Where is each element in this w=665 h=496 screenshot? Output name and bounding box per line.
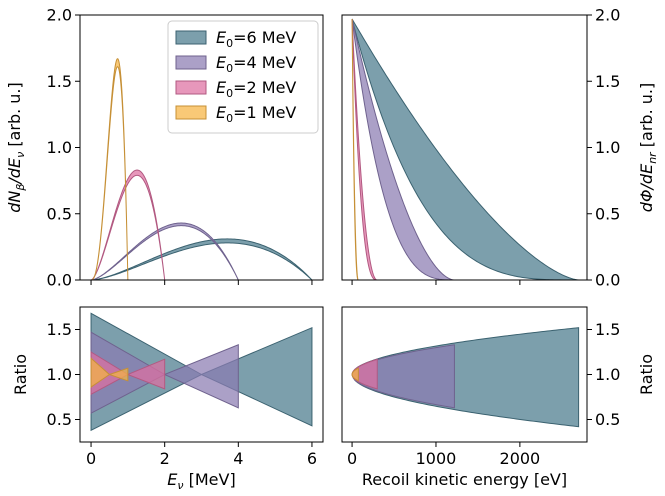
ratio-recoil-ytick-label: 1.5 <box>595 320 620 339</box>
ratio-recoil-xtick-label: 0 <box>347 449 357 468</box>
spectrum-ylabel: dNβ/dEν [arb. u.] <box>5 82 27 212</box>
legend-swatch <box>175 80 207 95</box>
ratio-recoil-band <box>351 367 359 382</box>
recoil-ylabel-part: dΦ/dE <box>637 163 656 212</box>
legend-label-sub: 0 <box>226 112 233 125</box>
spectrum-band-6mev <box>91 238 313 281</box>
spectrum-ytick-label: 1.5 <box>47 72 72 91</box>
legend-label-rest: =1 MeV <box>233 103 296 122</box>
xlabel-unit: [MeV] <box>184 470 236 489</box>
spectrum-ytick-label: 1.0 <box>47 138 72 157</box>
recoil-band <box>351 18 579 281</box>
legend-label: E0=2 MeV <box>216 78 296 100</box>
ratio-energy-xtick-label: 6 <box>307 449 317 468</box>
spectrum-ylabel-part: /dE <box>5 157 24 186</box>
ratio-recoil-ylabel: Ratio <box>637 354 656 395</box>
ratio-recoil-xtick-label: 1000 <box>416 449 457 468</box>
spectrum-ylabel-part: [arb. u.] <box>5 82 24 152</box>
spectrum-band-1mev <box>91 58 129 281</box>
xlabel-sub: ν <box>177 479 183 492</box>
ratio-energy-band <box>90 357 129 389</box>
legend-label-sub: 0 <box>226 37 233 50</box>
spectrum-ylabel-part: ν <box>14 152 27 158</box>
ratio-recoil-ytick-label: 0.5 <box>595 410 620 429</box>
recoil-ylabel: dΦ/dEnr [arb. u.] <box>637 83 659 212</box>
spectrum-ylabel-part: β <box>14 184 27 192</box>
recoil-ylabel-part: nr <box>646 151 659 164</box>
spectrum-ytick-label: 0.5 <box>47 204 72 223</box>
recoil-ylabel-part: [arb. u.] <box>637 83 656 153</box>
ratio-recoil-xlabel: Recoil kinetic energy [eV] <box>362 470 567 489</box>
legend-label-sub: 0 <box>226 62 233 75</box>
legend-label-main: E <box>216 78 227 97</box>
legend-box <box>167 20 319 134</box>
legend-label: E0=6 MeV <box>216 28 296 50</box>
recoil-ytick-label: 0.5 <box>595 204 620 223</box>
ratio-energy-ytick-label: 1.5 <box>47 320 72 339</box>
spectrum-ytick-label: 2.0 <box>47 6 72 25</box>
ratio-energy-xtick-label: 0 <box>86 449 96 468</box>
legend-label-rest: =2 MeV <box>233 78 296 97</box>
recoil-ytick-label: 1.5 <box>595 72 620 91</box>
legend-label-rest: =4 MeV <box>233 53 296 72</box>
legend-label-main: E <box>216 53 227 72</box>
ratio-energy-xtick-label: 2 <box>160 449 170 468</box>
spectrum-ytick-label: 0.0 <box>47 271 72 290</box>
spectrum-ylabel-part: dN <box>5 191 24 213</box>
ratio-recoil-band <box>351 358 378 390</box>
legend-label: E0=1 MeV <box>216 103 296 125</box>
xlabel-main: E <box>167 470 178 489</box>
recoil-ytick-label: 2.0 <box>595 6 620 25</box>
ratio-recoil-xtick-label: 2000 <box>500 449 541 468</box>
spectrum-band-4mev <box>90 222 239 281</box>
legend-label: E0=4 MeV <box>216 53 296 75</box>
ratio-energy-xtick-label: 4 <box>233 449 243 468</box>
legend-label-sub: 0 <box>226 87 233 100</box>
legend-label-main: E <box>216 28 227 47</box>
recoil-ytick-label: 1.0 <box>595 138 620 157</box>
ratio-energy-ytick-label: 1.0 <box>47 365 72 384</box>
legend-swatch <box>175 105 207 120</box>
legend-swatch <box>175 55 207 70</box>
legend-swatch <box>175 30 207 45</box>
legend-label-main: E <box>216 103 227 122</box>
ratio-recoil-ytick-label: 1.0 <box>595 365 620 384</box>
legend-label-rest: =6 MeV <box>233 28 296 47</box>
ratio-energy-ytick-label: 0.5 <box>47 410 72 429</box>
ratio-energy-xlabel: Eν [MeV] <box>167 470 235 492</box>
recoil-ytick-label: 0.0 <box>595 271 620 290</box>
ratio-energy-ylabel: Ratio <box>11 354 30 395</box>
